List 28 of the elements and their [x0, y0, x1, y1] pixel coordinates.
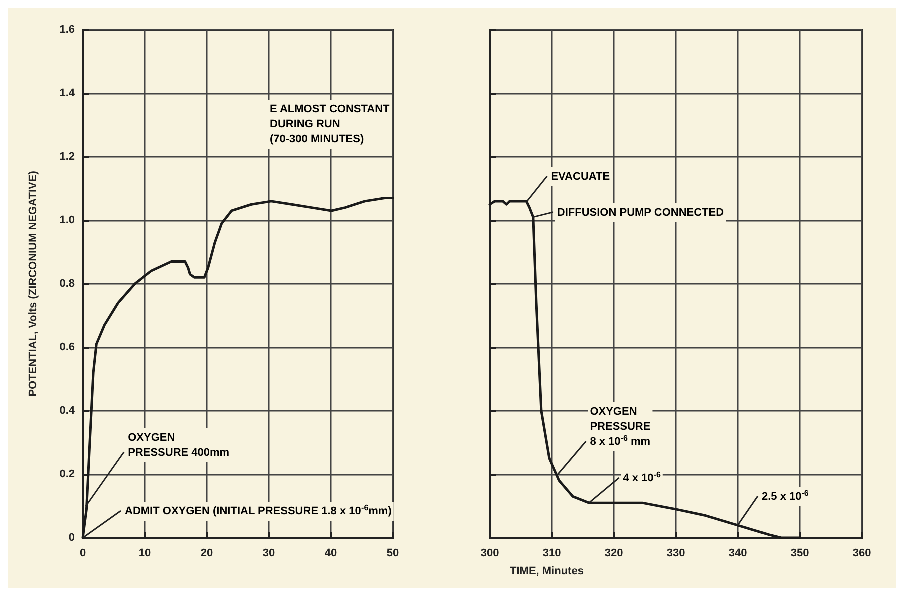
x-tick-label: 320 [604, 548, 624, 560]
annotation: DIFFUSION PUMP CONNECTED [557, 206, 724, 219]
y-tick-label: 0.2 [60, 468, 75, 480]
x-tick-label: 360 [852, 548, 872, 560]
x-tick-label: 50 [386, 548, 400, 560]
y-tick-label: 1.2 [60, 151, 75, 163]
y-tick-label: 0.4 [60, 405, 76, 417]
annotation: OXYGEN PRESSURE 400mm [128, 432, 230, 459]
annotation: E ALMOST CONSTANT DURING RUN (70-300 MINUTES) [270, 104, 390, 146]
x-tick-label: 20 [200, 548, 214, 560]
y-tick-label: 1.6 [60, 24, 75, 36]
y-tick-label: 1.4 [60, 88, 76, 100]
y-axis-title: POTENTIAL, Volts (ZIRCONIUM NEGATIVE) [28, 170, 40, 397]
x-tick-label: 30 [262, 548, 276, 560]
x-tick-label: 0 [80, 548, 86, 560]
x-axis-title: TIME, Minutes [510, 566, 584, 578]
y-tick-label: 0.6 [60, 342, 75, 354]
x-tick-label: 10 [138, 548, 152, 560]
x-tick-label: 350 [790, 548, 810, 560]
x-tick-label: 310 [542, 548, 562, 560]
x-tick-label: 330 [666, 548, 686, 560]
y-tick-label: 0 [68, 532, 75, 544]
y-tick-label: 0.8 [60, 278, 75, 290]
x-tick-label: 300 [480, 548, 500, 560]
x-tick-label: 40 [324, 548, 338, 560]
x-tick-label: 340 [728, 548, 748, 560]
y-tick-label: 1.0 [60, 214, 75, 226]
annotation: EVACUATE [551, 170, 610, 183]
